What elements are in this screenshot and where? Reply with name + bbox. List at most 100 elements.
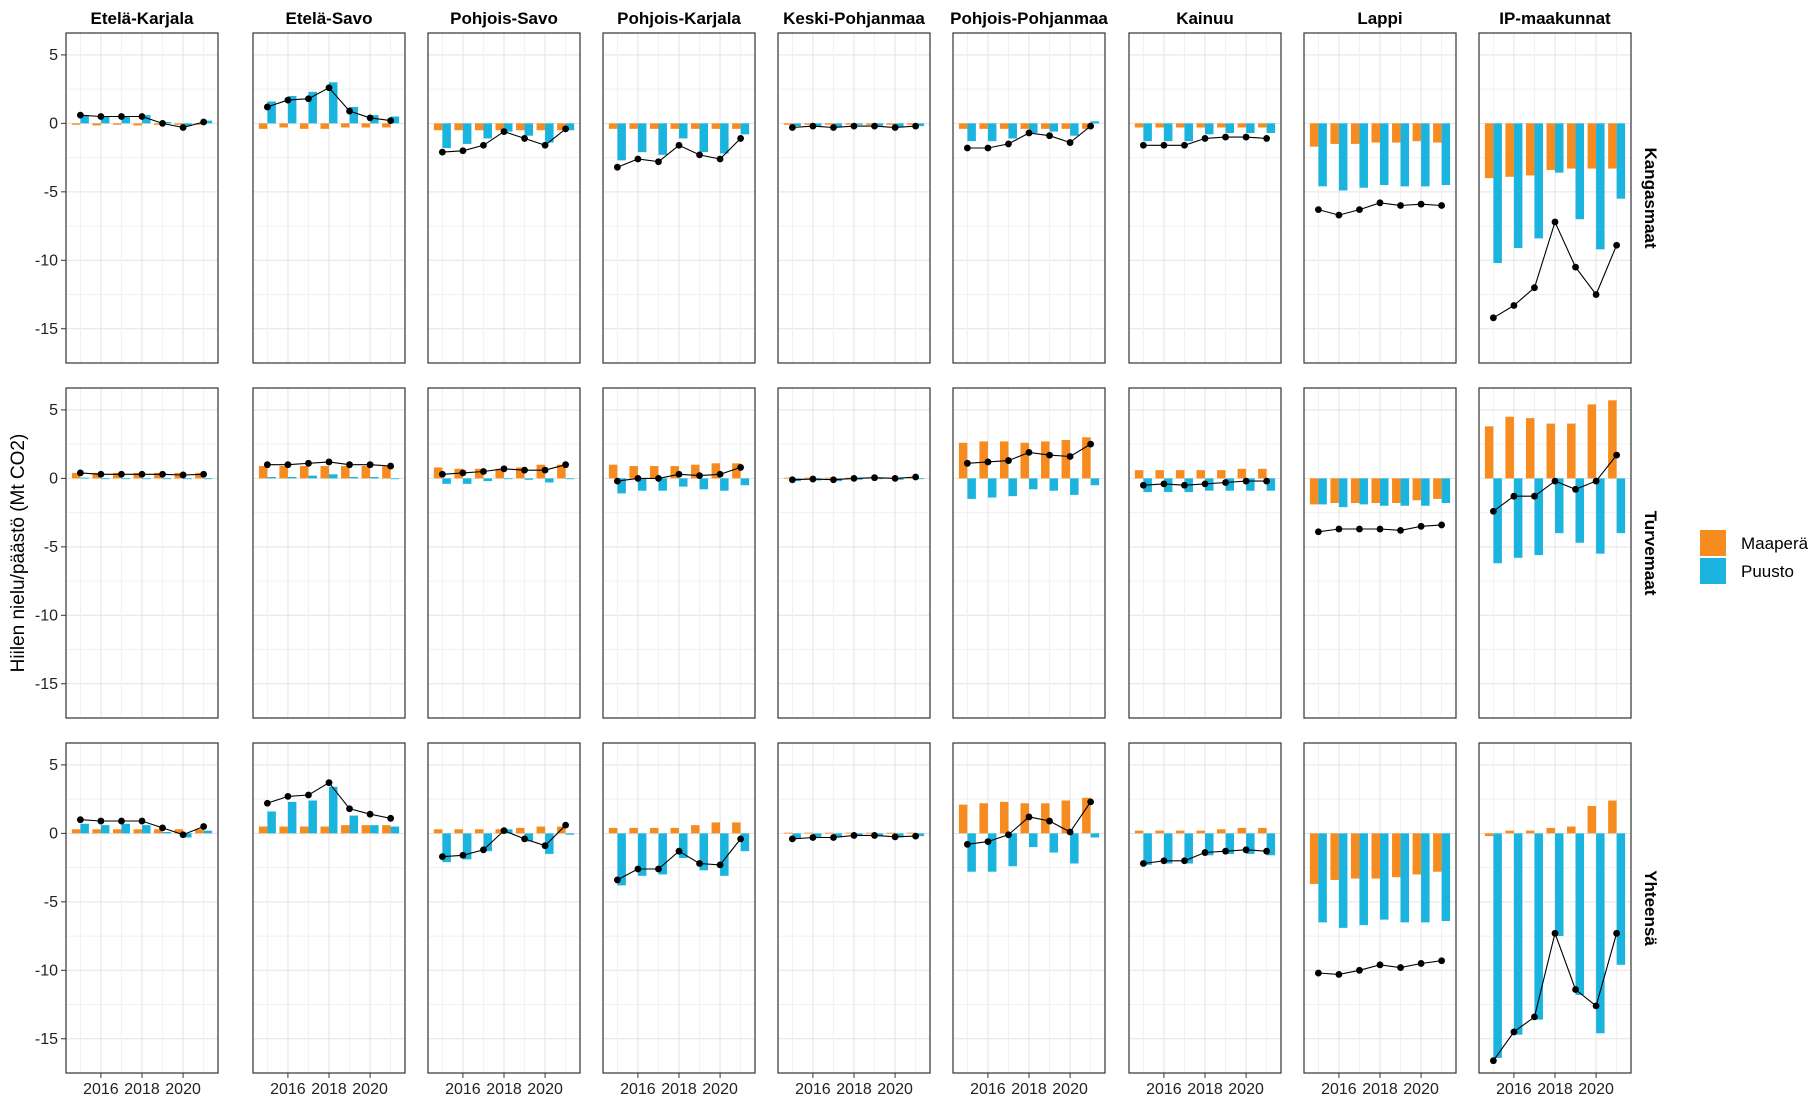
x-tick-label: 2016	[795, 1081, 831, 1098]
bar-puusto	[915, 478, 925, 480]
total-point	[1438, 521, 1446, 529]
bar-puusto	[1184, 833, 1193, 864]
bar-puusto	[267, 477, 276, 479]
total-point	[634, 865, 642, 873]
total-point	[696, 860, 703, 867]
bar-puusto	[1029, 123, 1038, 133]
total-point	[387, 117, 395, 125]
x-tick-label: 2016	[620, 1081, 656, 1098]
bar-puusto	[100, 478, 110, 480]
total-point	[76, 111, 84, 119]
panel-pohjois-pohjanmaa-turvemaat	[952, 387, 1106, 719]
bar-puusto	[740, 123, 750, 135]
total-point	[716, 155, 724, 163]
x-tick-label: 2020	[1052, 1081, 1088, 1098]
total-point	[1376, 199, 1384, 207]
bar-maapera	[133, 472, 142, 479]
strip-label-ip-maakunnat: IP-maakunnat	[1499, 9, 1611, 28]
bar-puusto	[390, 116, 400, 124]
bar-puusto	[142, 478, 151, 480]
panel-border	[1478, 32, 1632, 364]
x-tick-label: 2018	[486, 1081, 522, 1098]
panel-etela-savo-turvemaat	[252, 387, 406, 719]
bar-puusto	[1534, 833, 1543, 1020]
x-tick-label: 2016	[1146, 1081, 1182, 1098]
panel-border	[952, 387, 1106, 719]
bar-maapera	[1134, 830, 1144, 834]
bar-maapera	[1061, 440, 1071, 479]
bar-puusto	[1616, 123, 1626, 199]
bar-maapera	[866, 123, 875, 125]
panel-lappi-yhteensa	[1303, 742, 1457, 1074]
bar-puusto	[462, 123, 472, 144]
total-point	[387, 814, 395, 822]
bar-maapera	[732, 463, 741, 479]
bar-puusto	[203, 830, 213, 834]
bar-puusto	[1400, 123, 1410, 187]
bar-maapera	[382, 466, 391, 479]
panel-pohjois-savo-kangasmaat	[427, 32, 581, 364]
x-tick-label: 2016	[1496, 1081, 1532, 1098]
bar-puusto	[442, 123, 451, 149]
bar-maapera	[474, 829, 484, 834]
total-point	[850, 122, 858, 130]
bar-puusto	[524, 478, 534, 480]
total-point	[1551, 929, 1559, 937]
bar-maapera	[195, 472, 204, 479]
total-point	[284, 461, 292, 469]
total-point	[1242, 846, 1250, 854]
bar-maapera	[1217, 123, 1226, 128]
bar-maapera	[1082, 123, 1091, 129]
bar-maapera	[1567, 423, 1576, 479]
bar-maapera	[824, 832, 834, 834]
total-point	[159, 470, 166, 478]
total-point	[1613, 929, 1621, 937]
bar-puusto	[1616, 833, 1626, 965]
bar-maapera	[454, 123, 463, 131]
bar-maapera	[1608, 123, 1617, 169]
total-point	[521, 135, 528, 142]
total-point	[284, 96, 292, 104]
total-point	[1181, 481, 1188, 489]
total-point	[655, 158, 662, 166]
total-point	[263, 103, 271, 111]
bar-maapera	[1371, 833, 1380, 879]
panel-keski-pohjanmaa-yhteensa	[777, 742, 931, 1074]
bar-maapera	[1505, 123, 1514, 177]
bar-maapera	[1330, 833, 1339, 880]
strip-label-pohjois-pohjanmaa: Pohjois-Pohjanmaa	[950, 9, 1108, 28]
panel-pohjois-karjala-yhteensa	[602, 742, 756, 1074]
panel-kainuu-yhteensa	[1128, 742, 1282, 1074]
bar-maapera	[1505, 830, 1514, 834]
bar-maapera	[320, 123, 329, 129]
bar-maapera	[1484, 123, 1494, 179]
bar-puusto	[183, 478, 192, 480]
total-point	[366, 461, 374, 469]
bar-puusto	[1070, 478, 1079, 495]
bar-maapera	[454, 829, 463, 834]
legend-label-maapera: Maaperä	[1741, 534, 1809, 553]
bar-puusto	[1205, 123, 1214, 135]
total-point	[1087, 440, 1095, 448]
bar-puusto	[1049, 833, 1059, 853]
bar-puusto	[895, 123, 904, 128]
bar-maapera	[866, 832, 875, 834]
strip-label-kainuu: Kainuu	[1176, 9, 1234, 28]
bar-puusto	[545, 123, 554, 143]
total-point	[1510, 1028, 1518, 1036]
bar-puusto	[812, 833, 822, 838]
bar-puusto	[329, 786, 338, 834]
total-point	[696, 472, 703, 480]
bar-puusto	[308, 800, 317, 834]
bar-maapera	[433, 467, 443, 479]
total-point	[1263, 135, 1271, 142]
bar-maapera	[495, 468, 504, 479]
bar-maapera	[279, 826, 288, 834]
total-point	[305, 95, 312, 103]
bar-puusto	[658, 123, 667, 155]
bar-maapera	[783, 123, 793, 125]
total-point	[912, 122, 920, 130]
panel-border	[427, 32, 581, 364]
x-tick-label: 2020	[1403, 1081, 1439, 1098]
total-point	[1181, 141, 1188, 149]
